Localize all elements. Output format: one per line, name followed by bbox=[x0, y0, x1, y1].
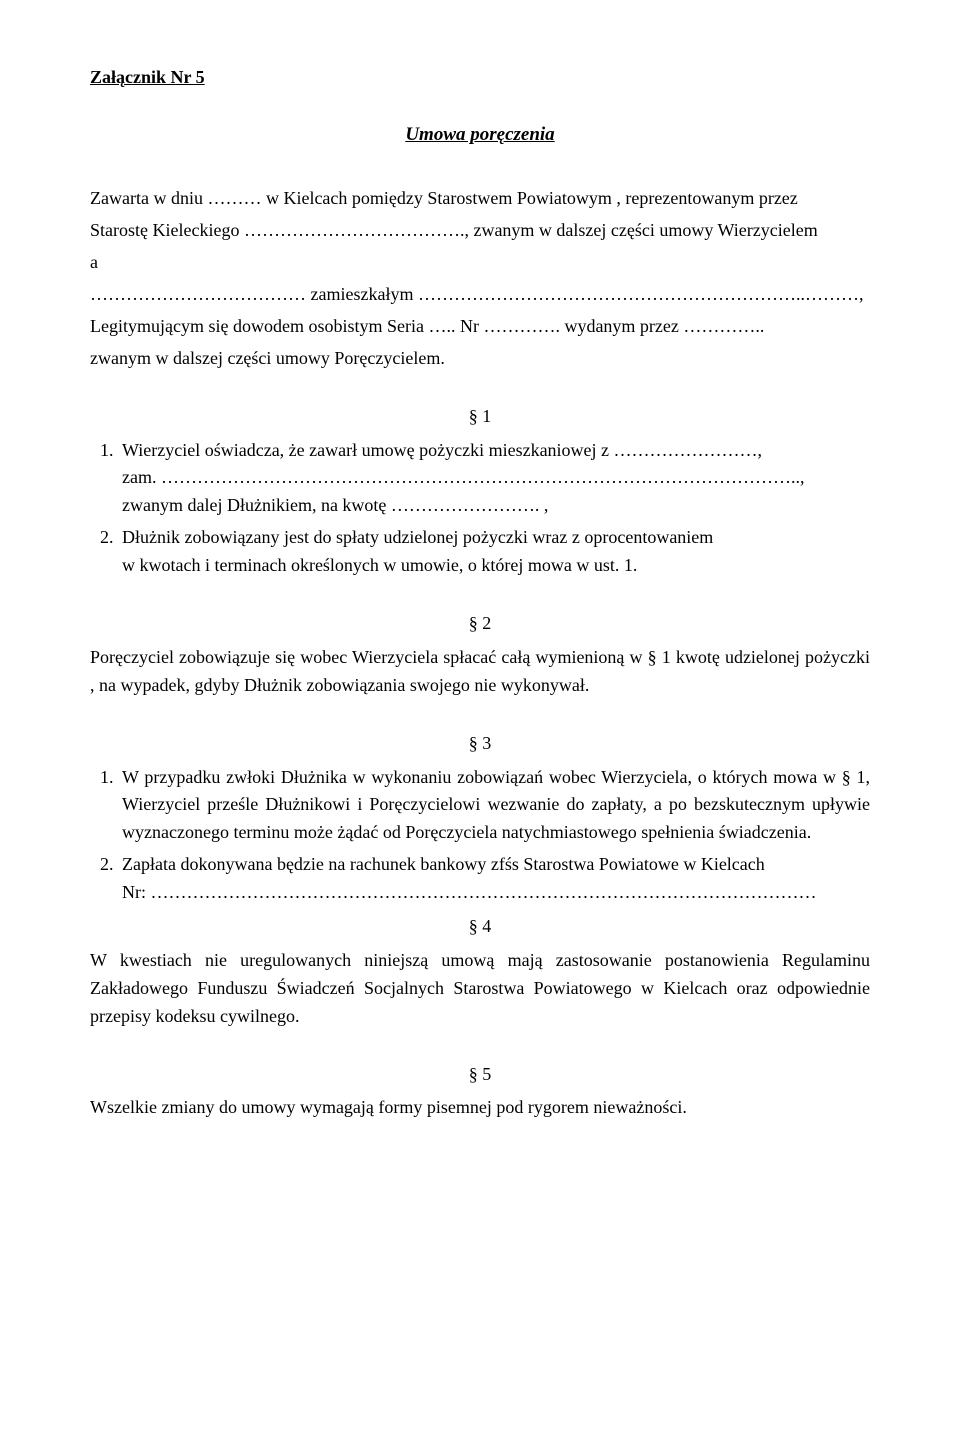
section-1-list: Wierzyciel oświadcza, że zawarł umowę po… bbox=[90, 437, 870, 580]
intro-line: Starostę Kieleckiego ………………………………., zwan… bbox=[90, 217, 870, 245]
intro-line: a bbox=[90, 249, 870, 277]
list-item-text: Wierzyciel oświadcza, że zawarł umowę po… bbox=[122, 440, 762, 460]
intro-line: zwanym w dalszej części umowy Poręczycie… bbox=[90, 345, 870, 373]
list-item: Dłużnik zobowiązany jest do spłaty udzie… bbox=[118, 524, 870, 580]
section-4-heading: § 4 bbox=[90, 913, 870, 941]
section-5-text: Wszelkie zmiany do umowy wymagają formy … bbox=[90, 1094, 870, 1122]
list-item-cont: zam. ……………………………………………………………………………………………… bbox=[122, 464, 870, 492]
section-1-heading: § 1 bbox=[90, 403, 870, 431]
list-item-cont: Nr: ………………………………………………………………………………………………… bbox=[122, 879, 870, 907]
section-3-list: W przypadku zwłoki Dłużnika w wykonaniu … bbox=[90, 764, 870, 907]
list-item-cont: w kwotach i terminach określonych w umow… bbox=[122, 552, 870, 580]
attachment-label: Załącznik Nr 5 bbox=[90, 64, 870, 92]
document-page: Załącznik Nr 5 Umowa poręczenia Zawarta … bbox=[0, 0, 960, 1436]
intro-line: Zawarta w dniu ……… w Kielcach pomiędzy S… bbox=[90, 185, 870, 213]
section-5-heading: § 5 bbox=[90, 1061, 870, 1089]
list-item-cont: zwanym dalej Dłużnikiem, na kwotę ………………… bbox=[122, 492, 870, 520]
list-item-text: Dłużnik zobowiązany jest do spłaty udzie… bbox=[122, 527, 713, 547]
intro-line: Legitymującym się dowodem osobistym Seri… bbox=[90, 313, 870, 341]
intro-line: ……………………………… zamieszkałym ……………………………………… bbox=[90, 281, 870, 309]
section-3-heading: § 3 bbox=[90, 730, 870, 758]
list-item: Zapłata dokonywana będzie na rachunek ba… bbox=[118, 851, 870, 907]
list-item: W przypadku zwłoki Dłużnika w wykonaniu … bbox=[118, 764, 870, 848]
section-4-text: W kwestiach nie uregulowanych niniejszą … bbox=[90, 947, 870, 1031]
intro-block: Zawarta w dniu ……… w Kielcach pomiędzy S… bbox=[90, 185, 870, 372]
section-2-heading: § 2 bbox=[90, 610, 870, 638]
section-2-text: Poręczyciel zobowiązuje się wobec Wierzy… bbox=[90, 644, 870, 700]
list-item-text: Zapłata dokonywana będzie na rachunek ba… bbox=[122, 854, 765, 874]
list-item: Wierzyciel oświadcza, że zawarł umowę po… bbox=[118, 437, 870, 521]
document-title: Umowa poręczenia bbox=[90, 120, 870, 149]
